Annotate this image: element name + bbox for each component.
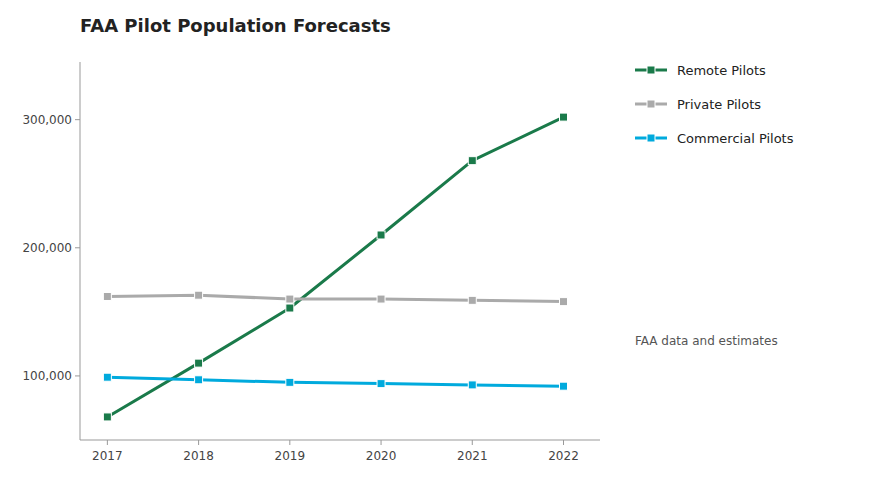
x-tick-label: 2019 [275,449,306,463]
plot-area [103,113,567,421]
x-tick-label: 2017 [92,449,123,463]
x-tick [289,440,290,445]
legend-marker [647,66,655,74]
point-marker [103,292,111,300]
point-marker [286,304,294,312]
y-tick [75,375,80,376]
point-marker [103,373,111,381]
point-marker [468,157,476,165]
point-marker [377,231,385,239]
x-tick-label: 2020 [366,449,397,463]
x-tick-label: 2021 [457,449,488,463]
point-marker [195,376,203,384]
point-marker [195,291,203,299]
chart: FAA Pilot Population Forecasts 100,000 200… [0,0,880,495]
legend-marker [647,134,655,142]
y-tick-label: 200,000 [22,241,72,255]
point-marker [286,295,294,303]
legend-marker [647,100,655,108]
point-marker [560,113,568,121]
x-tick [107,440,108,445]
title: FAA Pilot Population Forecasts [80,15,391,36]
annotation: FAA data and estimates [635,334,778,348]
x-tick [381,440,382,445]
y-tick-label: 100,000 [22,369,72,383]
legend-label: Commercial Pilots [677,131,794,146]
x-axis-line [80,440,600,441]
point-marker [103,413,111,421]
series-line [107,377,563,386]
point-marker [560,298,568,306]
y-tick [75,119,80,120]
y-tick-label: 300,000 [22,113,72,127]
point-marker [377,380,385,388]
x-tick-label: 2018 [183,449,214,463]
x-tick [472,440,473,445]
x-tick [563,440,564,445]
x-tick-label: 2022 [548,449,579,463]
point-marker [560,382,568,390]
legend: Remote Pilots Private Pilots Commercial Pi… [635,63,794,146]
series-line [107,295,563,301]
y-axis-line [80,62,81,440]
point-marker [468,296,476,304]
axes: 100,000 200,000 300,000 2017 2018 2019 2020 202… [22,62,600,463]
point-marker [286,378,294,386]
legend-label: Remote Pilots [677,63,766,78]
legend-label: Private Pilots [677,97,761,112]
point-marker [377,295,385,303]
x-tick [198,440,199,445]
point-marker [195,359,203,367]
point-marker [468,381,476,389]
series-line [107,117,563,417]
y-tick [75,247,80,248]
